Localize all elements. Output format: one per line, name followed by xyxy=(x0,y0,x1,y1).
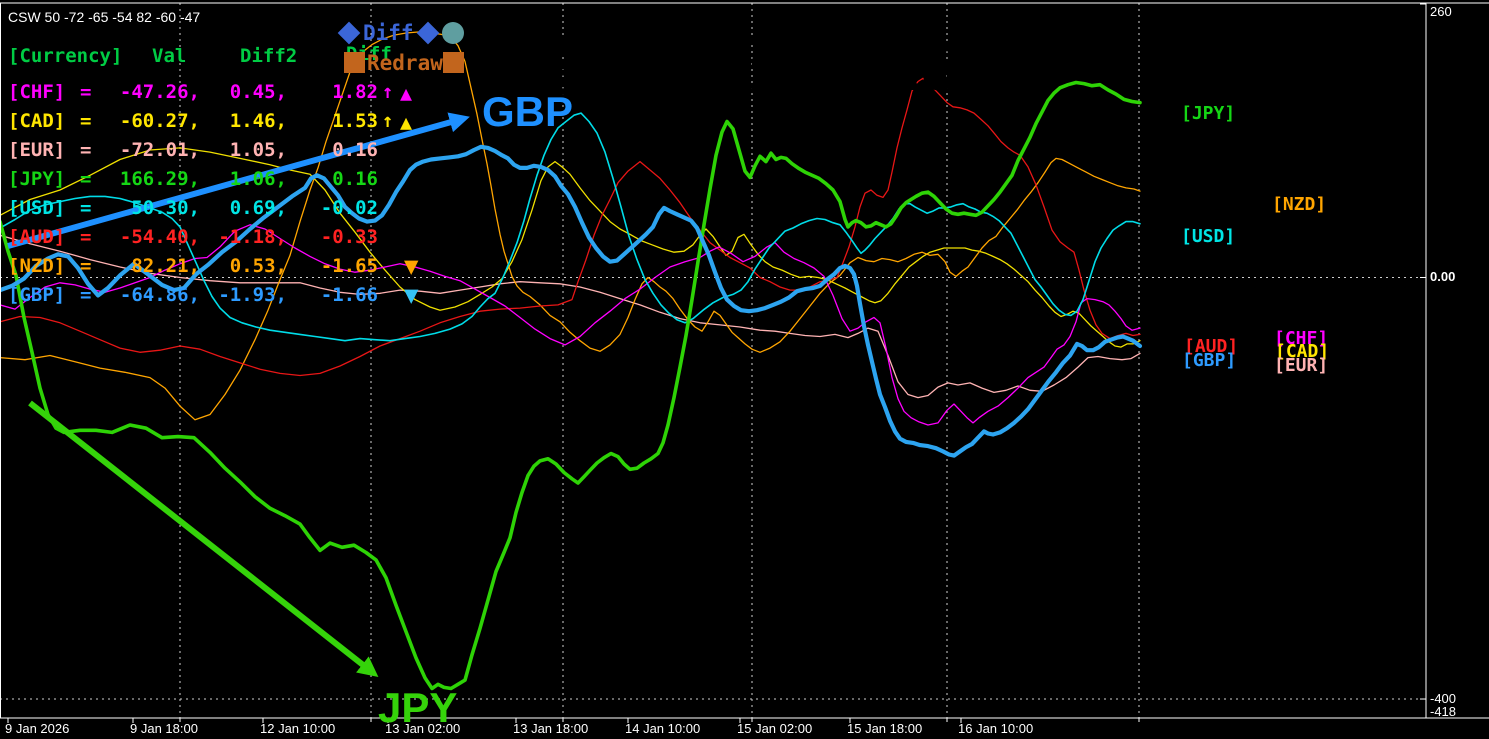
table-row-diff2: 0.53, xyxy=(229,255,287,277)
table-row-eq: = xyxy=(80,255,92,277)
x-axis-label: 13 Jan 02:00 xyxy=(385,721,461,736)
x-axis-label: 15 Jan 02:00 xyxy=(737,721,813,736)
table-row-val: -72.01, xyxy=(119,139,200,161)
table-row-diff: 1.53 xyxy=(332,110,378,132)
legend-circle-icon xyxy=(442,22,464,44)
table-row-code: [USD] xyxy=(8,197,66,219)
redraw-square-left-icon xyxy=(344,52,365,73)
redraw-square-right-icon xyxy=(443,52,464,73)
table-row-eq: = xyxy=(80,110,92,132)
table-row-eq: = xyxy=(80,284,92,306)
table-row-code: [CAD] xyxy=(8,110,66,132)
page-title: 通貨強弱 M15 xyxy=(513,30,961,104)
table-row-eq: = xyxy=(80,226,92,248)
series-line-chf xyxy=(0,224,1141,426)
table-row-val: 50.30, xyxy=(131,197,200,219)
table-row-eq: = xyxy=(80,168,92,190)
y-axis-label: 260 xyxy=(1430,4,1452,19)
table-row-diff: 0.16 xyxy=(332,139,378,161)
legend-diff-label: Diff xyxy=(363,21,414,45)
legend-redraw-label: Redraw xyxy=(367,51,443,75)
right-label-jpy: [JPY] xyxy=(1181,103,1236,124)
table-row-down-triangle-icon: ▼ xyxy=(404,252,419,280)
table-row-up-arrow-icon: ↑ xyxy=(382,110,394,132)
table-row-diff: -0.02 xyxy=(320,197,378,219)
table-row-up-arrow-icon: ↑ xyxy=(382,81,394,103)
right-label-gbp: [GBP] xyxy=(1182,350,1237,371)
table-row-eq: = xyxy=(80,197,92,219)
indicator-title: CSW 50 -72 -65 -54 82 -60 -47 xyxy=(8,9,201,25)
right-label-chf: [CHF] xyxy=(1274,328,1329,349)
table-row-code: [JPY] xyxy=(8,168,66,190)
x-axis-label: 13 Jan 18:00 xyxy=(513,721,589,736)
series-line-cad xyxy=(0,147,1141,348)
x-axis-label: 16 Jan 10:00 xyxy=(958,721,1034,736)
table-row-diff: 1.82 xyxy=(332,81,378,103)
table-row-val: 166.29, xyxy=(119,168,200,190)
table-row-code: [GBP] xyxy=(8,284,66,306)
x-axis-label: 12 Jan 10:00 xyxy=(260,721,336,736)
y-axis-label: -418 xyxy=(1430,704,1457,719)
table-row-code: [EUR] xyxy=(8,139,66,161)
x-axis-label: 14 Jan 10:00 xyxy=(625,721,701,736)
y-axis-label: 0.00 xyxy=(1430,269,1456,284)
table-row-code: [NZD] xyxy=(8,255,66,277)
table-row-eq: = xyxy=(80,139,92,161)
table-row-diff2: -1.18, xyxy=(218,226,287,248)
table-row-diff2: 0.45, xyxy=(229,81,287,103)
table-row-diff2: 1.46, xyxy=(229,110,287,132)
table-row-code: [CHF] xyxy=(8,81,66,103)
table-row-diff: -1.66 xyxy=(320,284,378,306)
table-row-val: -54.40, xyxy=(119,226,200,248)
table-row-up-triangle-icon: ▲ xyxy=(400,81,413,105)
series-line-aud xyxy=(0,77,1141,377)
y-axis-label: -400 xyxy=(1430,691,1457,706)
table-row-diff2: 1.05, xyxy=(229,139,287,161)
table-row-diff: -1.65 xyxy=(320,255,378,277)
right-label-aud: [AUD] xyxy=(1184,336,1239,357)
series-line-usd xyxy=(0,112,1141,342)
x-axis-label: 15 Jan 18:00 xyxy=(847,721,923,736)
gbp-up-arrow[interactable] xyxy=(7,112,470,249)
table-row-diff2: 1.06, xyxy=(229,168,287,190)
table-header-val: Val xyxy=(152,45,187,67)
right-label-cad: [CAD] xyxy=(1275,341,1330,362)
x-axis-label: 9 Jan 2026 xyxy=(5,721,70,736)
jpy-annotation-label[interactable]: JPY xyxy=(378,684,458,731)
series-line-nzd xyxy=(0,31,1141,421)
table-header-currency: [Currency] xyxy=(8,45,123,67)
table-row-diff2: 0.69, xyxy=(229,197,287,219)
series-line-gbp xyxy=(0,144,1143,458)
table-row-code: [AUD] xyxy=(8,226,66,248)
table-row-val: 82.21, xyxy=(131,255,200,277)
table-row-val: -60.27, xyxy=(119,110,200,132)
table-row-up-triangle-icon: ▲ xyxy=(400,110,413,134)
table-row-down-triangle-icon: ▼ xyxy=(404,281,419,309)
right-label-usd: [USD] xyxy=(1181,226,1236,247)
x-axis-label: 9 Jan 18:00 xyxy=(130,721,198,736)
table-row-val: -64.86, xyxy=(119,284,200,306)
table-row-diff2: -1.93, xyxy=(218,284,287,306)
table-header-diff2: Diff2 xyxy=(240,45,298,67)
gbp-annotation-label[interactable]: GBP xyxy=(482,88,574,135)
table-row-eq: = xyxy=(80,81,92,103)
series-line-jpy xyxy=(0,80,1142,691)
jpy-down-arrow[interactable] xyxy=(28,400,379,678)
right-label-nzd: [NZD] xyxy=(1272,194,1327,215)
right-label-eur: [EUR] xyxy=(1274,355,1329,376)
table-row-val: -47.26, xyxy=(119,81,200,103)
table-row-diff: -0.33 xyxy=(320,226,378,248)
series-line-eur xyxy=(0,234,1141,399)
table-row-diff: 0.16 xyxy=(332,168,378,190)
